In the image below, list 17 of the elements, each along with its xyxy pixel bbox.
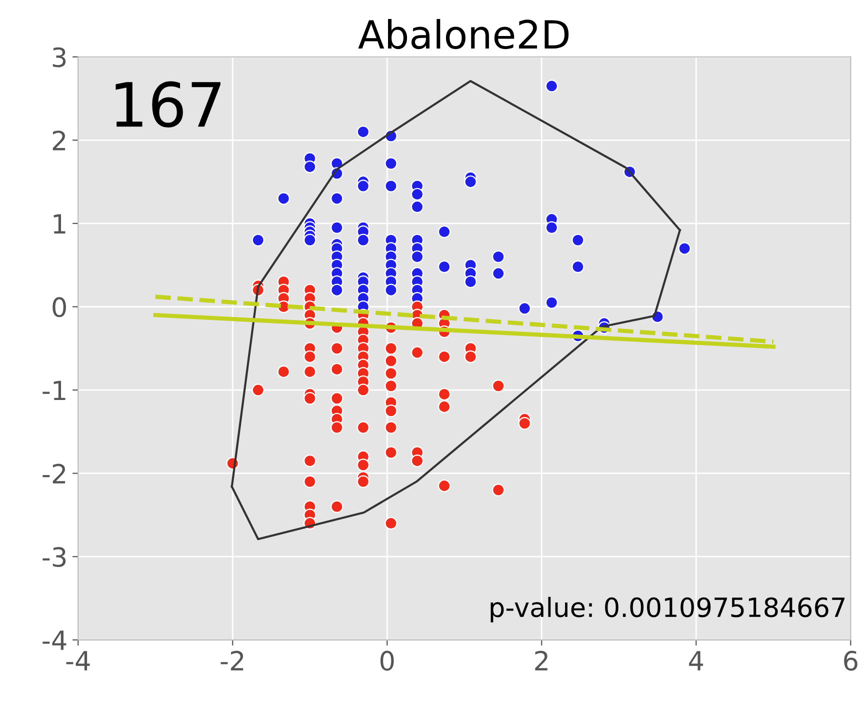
y-tick-label: 0 [52,297,66,318]
x-tick-label: 0 [380,650,394,671]
x-tick-label: -2 [220,650,244,670]
x-tick-label: -4 [66,651,90,670]
y-tick-label: 1 [54,214,66,234]
annotation: p-value: 0.0010975184667 [490,596,845,622]
y-tick-label: 3 [52,47,66,68]
y-tick-label: 2 [52,130,66,150]
y-tick-label: -1 [42,380,66,400]
x-tick-label: 6 [844,650,858,671]
annotation: 167 [116,81,220,128]
x-tick-label: 4 [689,651,704,670]
y-tick-label: -2 [42,464,66,484]
y-tick-label: -4 [42,630,66,650]
y-tick-label: -3 [42,547,66,568]
x-tick-label: 2 [535,650,548,670]
chart-title: Abalone2D [358,18,569,50]
